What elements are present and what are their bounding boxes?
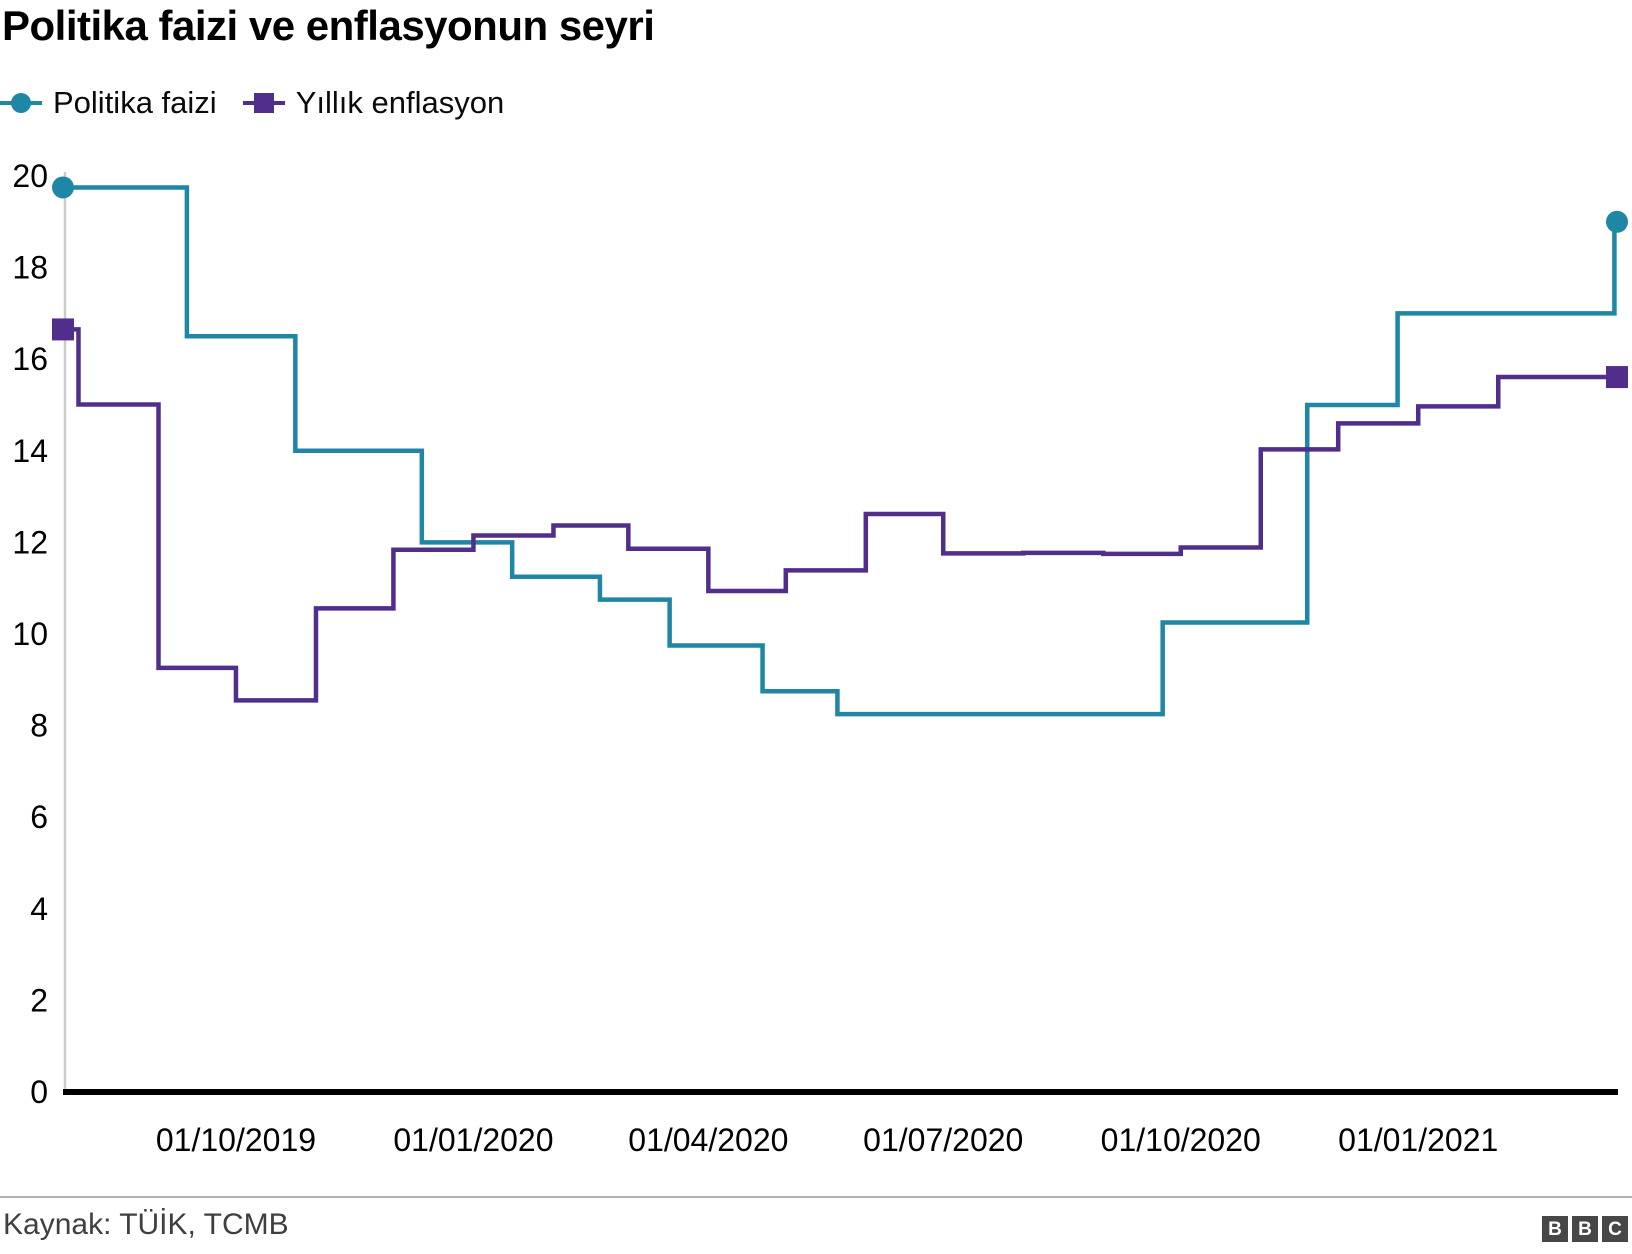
svg-text:4: 4	[30, 891, 48, 927]
legend-label: Politika faizi	[53, 85, 217, 120]
svg-text:16: 16	[12, 341, 48, 377]
svg-text:14: 14	[12, 433, 48, 469]
svg-text:10: 10	[12, 616, 48, 652]
svg-text:01/10/2019: 01/10/2019	[156, 1122, 316, 1158]
legend-label: Yıllık enflasyon	[295, 85, 505, 120]
svg-text:01/04/2020: 01/04/2020	[628, 1122, 788, 1158]
svg-text:20: 20	[12, 158, 48, 194]
bbc-logo-block: B	[1542, 1216, 1568, 1242]
svg-text:01/10/2020: 01/10/2020	[1101, 1122, 1261, 1158]
line-square-marker-icon	[242, 91, 285, 115]
svg-text:01/01/2020: 01/01/2020	[393, 1122, 553, 1158]
legend-item-politika-faizi: Politika faizi	[0, 85, 217, 121]
svg-text:6: 6	[30, 799, 48, 835]
bbc-logo-block: B	[1572, 1216, 1598, 1242]
legend-item-yillik-enflasyon: Yıllık enflasyon	[242, 85, 505, 121]
svg-text:0: 0	[30, 1074, 48, 1110]
legend: Politika faizi Yıllık enflasyon	[0, 84, 504, 122]
footer-separator	[0, 1196, 1632, 1198]
svg-text:8: 8	[30, 708, 48, 744]
bbc-logo: B B C	[1542, 1216, 1628, 1242]
source-note: Kaynak: TÜİK, TCMB	[3, 1208, 289, 1241]
bbc-logo-block: C	[1602, 1216, 1628, 1242]
svg-text:18: 18	[12, 250, 48, 286]
chart-title: Politika faizi ve enflasyonun seyri	[2, 2, 655, 49]
svg-text:2: 2	[30, 982, 48, 1018]
svg-text:01/01/2021: 01/01/2021	[1338, 1122, 1498, 1158]
svg-text:12: 12	[12, 524, 48, 560]
line-circle-marker-icon	[0, 91, 42, 115]
svg-text:01/07/2020: 01/07/2020	[863, 1122, 1023, 1158]
